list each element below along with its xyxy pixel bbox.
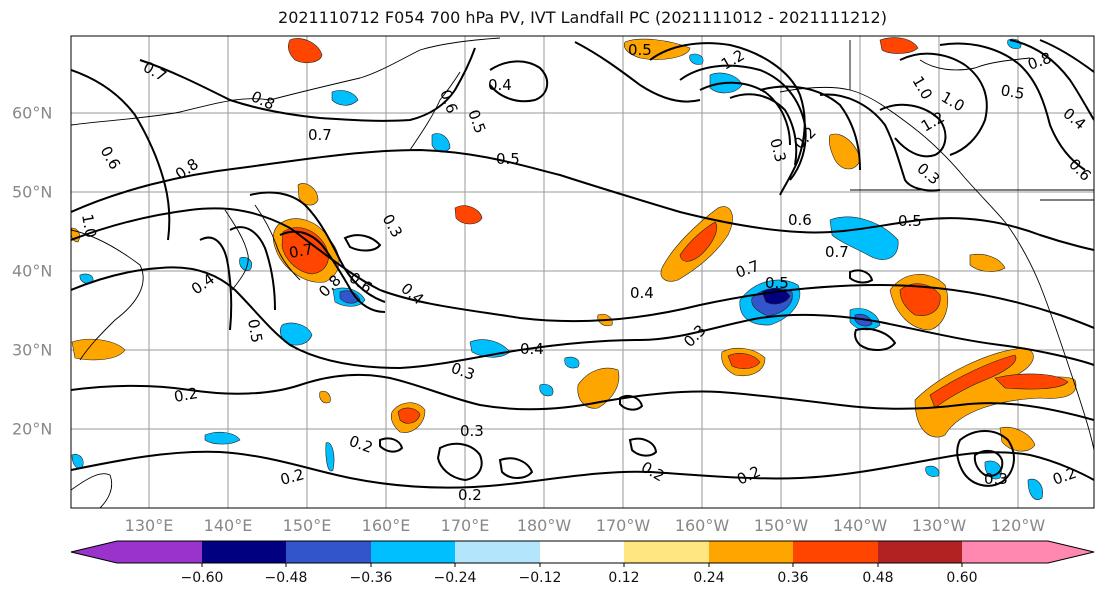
lon-label-180w: 180°W — [516, 516, 572, 535]
lon-label-120w: 120°W — [990, 516, 1046, 535]
contour-label: 0.7 — [825, 243, 849, 261]
colorbar-tick: −0.60 — [180, 570, 224, 586]
contour-label: 0.5 — [765, 274, 789, 292]
lat-label-20n: 20°N — [12, 419, 53, 439]
colorbar-tick: 0.60 — [946, 570, 978, 586]
colorbar-tick: −0.12 — [518, 570, 562, 586]
contour-label: 0.7 — [288, 240, 315, 262]
lon-label-140e: 140°E — [203, 516, 253, 535]
lat-label-40n: 40°N — [12, 261, 53, 281]
contour-label: 0.5 — [244, 318, 266, 345]
colorbar-outline — [70, 540, 1095, 564]
contour-label: 0.4 — [630, 284, 654, 302]
contour-label: 0.5 — [628, 41, 652, 59]
ivt-contours — [71, 39, 1094, 489]
lon-label-170e: 170°E — [440, 516, 490, 535]
colorbar-bin — [202, 541, 286, 563]
graticule — [71, 36, 1094, 508]
colorbar-tick: −0.48 — [264, 570, 308, 586]
colorbar-tick: 0.48 — [862, 570, 894, 586]
lon-label-130w: 130°W — [911, 516, 967, 535]
pv-anomaly-fill — [71, 37, 1077, 500]
colorbar-bin — [455, 541, 540, 563]
colorbar-tick: −0.36 — [349, 570, 393, 586]
lon-label-140w: 140°W — [832, 516, 888, 535]
colorbar-tick: 0.12 — [608, 570, 640, 586]
colorbar-bin — [286, 541, 371, 563]
colorbar-bin — [540, 541, 624, 563]
contour-label: 0.2 — [173, 384, 200, 406]
lon-label-160w: 160°W — [674, 516, 730, 535]
colorbar-bin — [117, 541, 202, 563]
colorbar-extend-low — [71, 541, 117, 563]
contour-label: 0.6 — [788, 211, 812, 229]
contour-label: 0.5 — [496, 150, 520, 168]
colorbar — [70, 540, 1095, 567]
contour-label: 1.0 — [78, 213, 100, 240]
lon-label-150w: 150°W — [753, 516, 809, 535]
colorbar-bin — [793, 541, 878, 563]
coastlines — [71, 37, 1094, 508]
lat-label-50n: 50°N — [12, 182, 53, 202]
colorbar-extend-high — [1048, 541, 1094, 563]
contour-label: 0.7 — [308, 126, 332, 144]
colorbar-bin — [878, 541, 962, 563]
plot-frame — [70, 35, 1095, 509]
contour-label: 0.4 — [520, 340, 544, 358]
colorbar-tick: 0.24 — [693, 570, 725, 586]
colorbar-bin — [962, 541, 1048, 563]
colorbar-tick: −0.24 — [433, 570, 477, 586]
contour-label: 0.3 — [766, 136, 790, 164]
contour-label: 0.3 — [984, 470, 1008, 488]
map-title: 2021110712 F054 700 hPa PV, IVT Landfall… — [278, 8, 887, 27]
lat-label-30n: 30°N — [12, 340, 53, 360]
colorbar-bin — [709, 541, 793, 563]
lat-label-60n: 60°N — [12, 103, 53, 123]
lon-label-160e: 160°E — [361, 516, 411, 535]
contour-label: 0.4 — [488, 76, 512, 94]
colorbar-tick: 0.36 — [777, 570, 809, 586]
contour-label: 0.5 — [898, 212, 922, 230]
lon-label-150e: 150°E — [282, 516, 332, 535]
contour-label: 0.2 — [278, 465, 306, 489]
colorbar-bin — [624, 541, 709, 563]
lon-label-130e: 130°E — [124, 516, 174, 535]
contour-label: 0.3 — [460, 422, 484, 440]
contour-label: 0.2 — [458, 486, 482, 504]
contour-label: 0.5 — [999, 81, 1026, 103]
colorbar-bin — [371, 541, 455, 563]
lon-label-170w: 170°W — [595, 516, 651, 535]
